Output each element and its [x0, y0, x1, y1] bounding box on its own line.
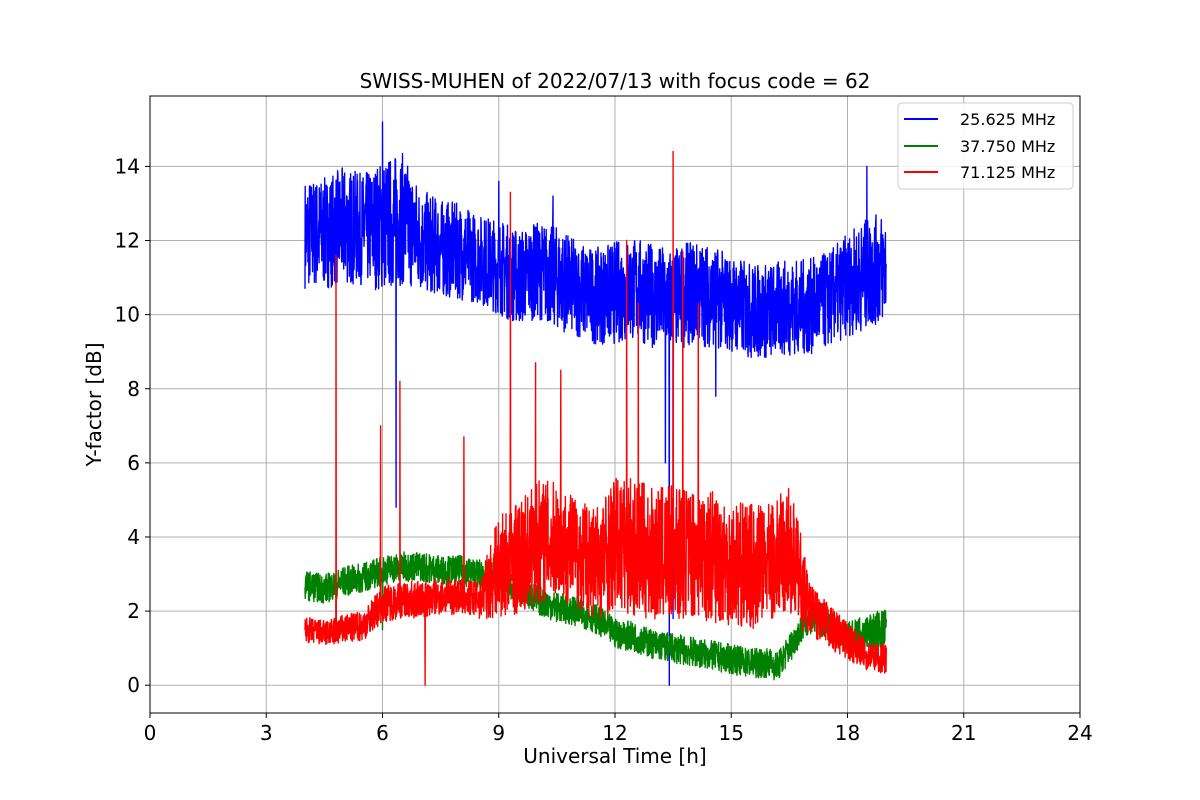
- y-tick-label: 14: [115, 154, 140, 178]
- legend-label-25625: 25.625 MHz: [960, 110, 1055, 129]
- x-tick-label: 0: [144, 721, 157, 745]
- chart-title: SWISS-MUHEN of 2022/07/13 with focus cod…: [360, 69, 871, 93]
- y-tick-label: 10: [115, 303, 140, 327]
- y-tick-label: 6: [127, 451, 140, 475]
- x-tick-label: 15: [719, 721, 744, 745]
- series-line-25625: [304, 121, 887, 686]
- series-line-37750: [304, 551, 887, 681]
- x-axis-label: Universal Time [h]: [523, 744, 706, 768]
- x-tick-label: 12: [602, 721, 627, 745]
- x-tick-label: 18: [835, 721, 860, 745]
- x-tick-label: 6: [376, 721, 389, 745]
- x-tick-label: 3: [260, 721, 273, 745]
- series-layer: [304, 121, 887, 686]
- y-tick-label: 0: [127, 673, 140, 697]
- x-tick-label: 24: [1067, 721, 1092, 745]
- y-tick-label: 12: [115, 229, 140, 253]
- legend-label-37750: 37.750 MHz: [960, 137, 1055, 156]
- series-line-71125: [304, 150, 887, 686]
- x-tick-label: 21: [951, 721, 976, 745]
- legend: 25.625 MHz 37.750 MHz 71.125 MHz: [897, 102, 1074, 190]
- y-tick-label: 8: [127, 377, 140, 401]
- x-tick-label: 9: [492, 721, 505, 745]
- y-tick-label: 4: [127, 525, 140, 549]
- legend-label-71125: 71.125 MHz: [960, 163, 1055, 182]
- legend-box: [897, 102, 1074, 190]
- y-axis-label: Y-factor [dB]: [82, 342, 106, 467]
- y-tick-label: 2: [127, 599, 140, 623]
